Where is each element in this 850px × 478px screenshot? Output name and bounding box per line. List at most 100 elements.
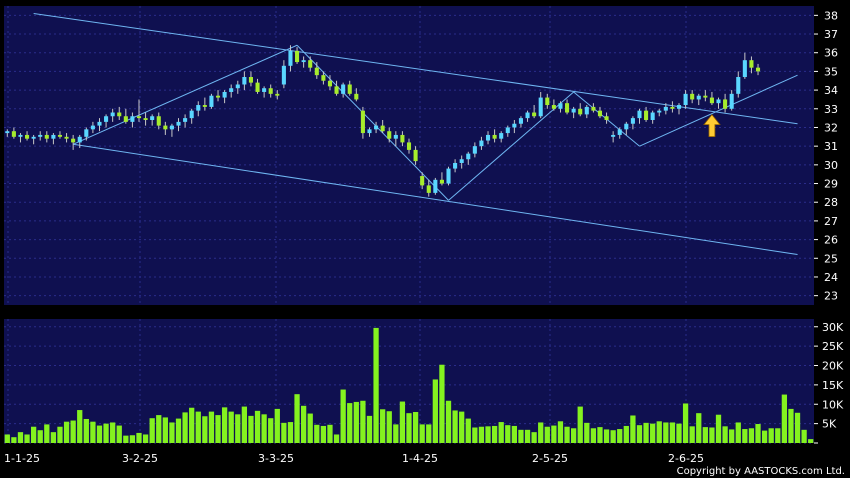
candle-body xyxy=(446,168,451,184)
candle-body xyxy=(630,118,635,124)
volume-bar xyxy=(544,426,550,443)
candle-body xyxy=(360,110,365,134)
candle-body xyxy=(341,84,346,94)
candle-body xyxy=(31,136,36,139)
candle-body xyxy=(301,60,306,63)
volume-bar xyxy=(603,429,610,443)
candle-body xyxy=(77,136,82,143)
price-axis: 38 37 36 35 34 33 32 31 30 29 28 27 26 25 24 23 xyxy=(814,9,838,303)
candle-body xyxy=(683,93,688,106)
price-tick-label: 30 xyxy=(824,159,838,172)
volume-bar xyxy=(676,423,682,443)
volume-bar xyxy=(742,429,748,443)
volume-bar xyxy=(142,434,149,443)
candle-body xyxy=(545,97,550,106)
trend-line xyxy=(33,12,798,125)
volume-bar xyxy=(617,429,623,443)
volume-bar xyxy=(445,400,452,443)
candle-body xyxy=(512,123,517,128)
volume-tick-label: 5K xyxy=(822,418,837,431)
candle-body xyxy=(406,142,412,150)
candle-body xyxy=(525,112,530,119)
volume-axis: 30K 25K 20K 15K 10K 5K xyxy=(814,321,844,444)
candle-body xyxy=(538,97,543,117)
volume-bars xyxy=(4,327,814,443)
candle-body xyxy=(235,84,240,89)
candle-body xyxy=(426,185,431,193)
price-tick-label: 23 xyxy=(824,290,838,303)
volume-bar xyxy=(366,415,373,443)
trend-line xyxy=(73,143,798,256)
volume-bar xyxy=(274,408,280,443)
candle-body xyxy=(420,176,425,186)
price-tick-label: 25 xyxy=(824,252,838,265)
volume-bar xyxy=(261,414,267,443)
price-tick-label: 24 xyxy=(824,271,838,284)
candle-body xyxy=(189,110,194,119)
candle-body xyxy=(690,93,695,100)
volume-bar xyxy=(50,432,57,443)
volume-bar xyxy=(426,424,432,443)
candle-body xyxy=(347,84,352,94)
volume-tick-label: 30K xyxy=(822,321,844,334)
volume-bar xyxy=(70,420,76,443)
candle-body xyxy=(255,82,260,92)
volume-bar xyxy=(340,389,346,443)
volume-bar xyxy=(696,413,702,443)
price-tick-label: 32 xyxy=(824,121,838,134)
candle-body xyxy=(670,106,675,109)
volume-bar xyxy=(808,439,814,443)
candle-body xyxy=(729,93,734,109)
volume-bar xyxy=(149,418,155,443)
candle-body xyxy=(565,103,570,113)
candle-body xyxy=(110,112,115,117)
volume-tick-label: 10K xyxy=(822,398,844,411)
candle-body xyxy=(150,116,155,120)
volume-bar xyxy=(228,411,234,443)
candle-body xyxy=(334,86,339,94)
volume-bar xyxy=(123,435,129,443)
candle-body xyxy=(84,129,89,137)
candle-body xyxy=(136,116,142,119)
volume-bar xyxy=(333,434,340,443)
candle-body xyxy=(663,106,668,111)
candle-body xyxy=(387,131,392,139)
volume-bar xyxy=(682,403,689,443)
candle-body xyxy=(696,95,701,100)
volume-bar xyxy=(380,409,386,443)
volume-bar xyxy=(221,407,228,443)
candle-body xyxy=(242,77,247,85)
volume-bar xyxy=(689,426,695,443)
candle-body xyxy=(611,134,616,137)
volume-bar xyxy=(709,427,715,443)
volume-bar xyxy=(557,421,564,443)
volume-bar xyxy=(669,422,676,443)
candle-body xyxy=(156,116,161,126)
candle-body xyxy=(624,123,629,130)
candle-body xyxy=(755,67,761,72)
volume-bar xyxy=(314,424,320,443)
volume-bar xyxy=(17,432,24,443)
candle-body xyxy=(169,125,174,130)
trend-line xyxy=(448,91,574,201)
volume-bar xyxy=(432,379,438,443)
candle-body xyxy=(703,95,708,98)
up-arrow-marker xyxy=(703,114,721,138)
date-tick-label: 1-1-25 xyxy=(4,452,40,465)
volume-bar xyxy=(610,430,616,443)
candle-body xyxy=(439,179,444,184)
price-tick-label: 26 xyxy=(824,234,838,247)
candle-body xyxy=(532,112,537,117)
trend-line xyxy=(72,44,298,145)
candle-body xyxy=(374,125,379,130)
volume-bar xyxy=(722,426,728,443)
volume-bar xyxy=(564,426,570,443)
candle-body xyxy=(275,93,280,96)
volume-bar xyxy=(406,413,412,443)
date-axis: 1-1-25 3-2-25 3-3-25 1-4-25 2-5-25 2-6-25 xyxy=(4,452,704,465)
volume-bar xyxy=(729,429,735,443)
volume-bar xyxy=(175,418,182,443)
volume-bar xyxy=(399,401,406,443)
candle-body xyxy=(44,134,49,139)
copyright-text: Copyright by AASTOCKS.com Ltd. xyxy=(677,466,845,477)
